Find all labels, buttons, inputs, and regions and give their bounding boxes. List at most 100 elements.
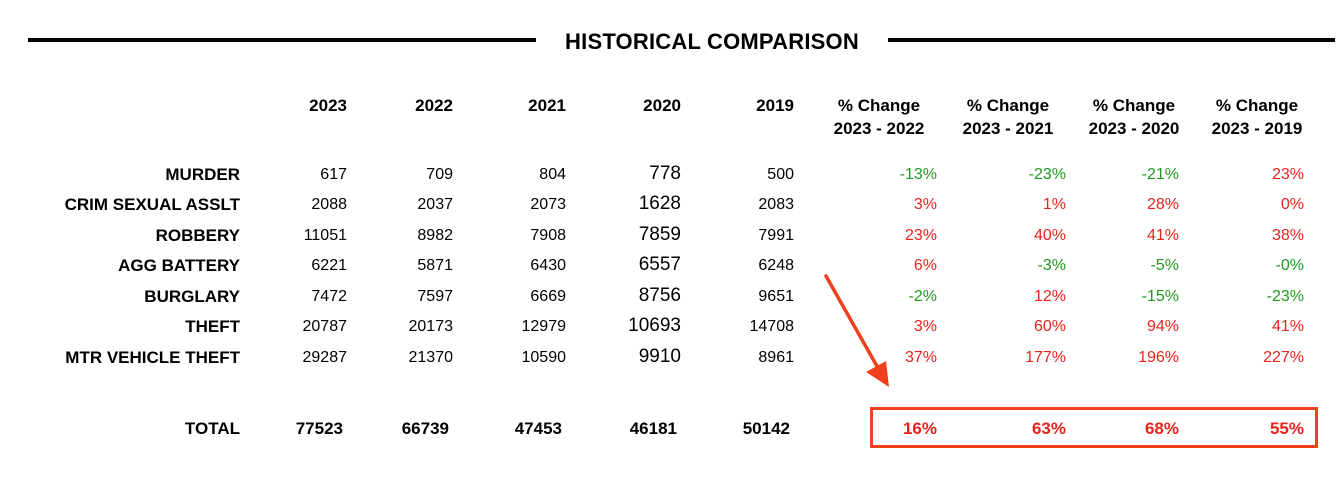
- total-label: TOTAL: [184, 419, 240, 438]
- row-pct-change-cell: -13%: [899, 166, 937, 183]
- row-pct-change-cell: 38%: [1271, 227, 1304, 244]
- header-pct-line1: % Change: [966, 96, 1050, 115]
- row-label: MTR VEHICLE THEFT: [65, 348, 240, 367]
- header-pct-line2: 2023 - 2022: [833, 119, 925, 138]
- row-value-cell: 6430: [530, 257, 566, 274]
- header-pct-line1: % Change: [837, 96, 921, 115]
- total-pct-change-cell: 63%: [1031, 419, 1066, 438]
- row-value-cell: 8756: [638, 285, 681, 306]
- row-value-cell: 500: [767, 166, 794, 183]
- header-pct-change: % Change 2023 - 2019: [1192, 94, 1322, 140]
- header-pct-line1: % Change: [1092, 96, 1176, 115]
- row-value-cell: 2073: [530, 196, 566, 213]
- row-pct-change-cell: 60%: [1033, 318, 1066, 335]
- row-pct-change-cell: 196%: [1138, 349, 1179, 366]
- row-label: ROBBERY: [155, 226, 240, 245]
- header-year-2022: 2022: [415, 96, 453, 115]
- row-value-cell: 617: [320, 166, 347, 183]
- header-year-2019: 2019: [756, 96, 794, 115]
- row-value-cell: 7597: [417, 288, 453, 305]
- row-value-cell: 6221: [311, 257, 347, 274]
- row-value-cell: 2088: [311, 196, 347, 213]
- row-value-cell: 2083: [758, 196, 794, 213]
- total-pct-change-cell: 16%: [902, 419, 937, 438]
- row-value-cell: 8961: [758, 349, 794, 366]
- row-pct-change-cell: -0%: [1275, 257, 1304, 274]
- row-value-cell: 10590: [521, 349, 567, 366]
- row-pct-change-cell: 23%: [1271, 166, 1304, 183]
- row-pct-change-cell: -23%: [1028, 166, 1066, 183]
- row-pct-change-cell: -3%: [1037, 257, 1066, 274]
- total-value-cell: 46181: [629, 419, 677, 438]
- row-value-cell: 804: [539, 166, 566, 183]
- total-pct-change-cell: 55%: [1269, 419, 1304, 438]
- total-value-cell: 66739: [401, 419, 449, 438]
- header-pct-line2: 2023 - 2019: [1211, 119, 1303, 138]
- row-pct-change-cell: 12%: [1033, 288, 1066, 305]
- row-value-cell: 7472: [311, 288, 347, 305]
- row-value-cell: 6669: [530, 288, 566, 305]
- row-value-cell: 29287: [302, 349, 348, 366]
- row-value-cell: 11051: [303, 227, 347, 244]
- row-pct-change-cell: 40%: [1033, 227, 1066, 244]
- row-pct-change-cell: 227%: [1263, 349, 1304, 366]
- header-pct-change: % Change 2023 - 2020: [1069, 94, 1199, 140]
- header-pct-change: % Change 2023 - 2022: [814, 94, 944, 140]
- row-value-cell: 8982: [417, 227, 453, 244]
- row-pct-change-cell: 28%: [1146, 196, 1179, 213]
- row-value-cell: 7908: [530, 227, 566, 244]
- row-pct-change-cell: 3%: [913, 196, 937, 213]
- row-pct-change-cell: -21%: [1141, 166, 1179, 183]
- total-change-highlight-box: [870, 407, 1318, 448]
- row-value-cell: 6557: [638, 254, 681, 275]
- header-year-2020: 2020: [643, 96, 681, 115]
- header-pct-line2: 2023 - 2020: [1088, 119, 1180, 138]
- row-pct-change-cell: 41%: [1146, 227, 1179, 244]
- row-value-cell: 778: [649, 163, 681, 184]
- row-label: THEFT: [185, 317, 240, 336]
- row-label: MURDER: [165, 165, 240, 184]
- row-value-cell: 6248: [758, 257, 794, 274]
- row-value-cell: 10693: [628, 315, 681, 336]
- total-value-cell: 77523: [295, 419, 343, 438]
- row-value-cell: 7859: [638, 224, 681, 245]
- row-pct-change-cell: -5%: [1150, 257, 1179, 274]
- row-pct-change-cell: 23%: [904, 227, 937, 244]
- row-label: BURGLARY: [144, 287, 240, 306]
- row-label: AGG BATTERY: [118, 256, 240, 275]
- row-pct-change-cell: 6%: [913, 257, 937, 274]
- row-pct-change-cell: 177%: [1025, 349, 1066, 366]
- row-pct-change-cell: 37%: [904, 349, 937, 366]
- title-rule-right: [888, 38, 1335, 42]
- row-pct-change-cell: -2%: [908, 288, 937, 305]
- title-rule-left: [28, 38, 536, 42]
- row-value-cell: 7991: [758, 227, 794, 244]
- row-pct-change-cell: 41%: [1271, 318, 1304, 335]
- header-pct-line1: % Change: [1215, 96, 1299, 115]
- row-pct-change-cell: 3%: [913, 318, 937, 335]
- row-pct-change-cell: -15%: [1141, 288, 1179, 305]
- row-value-cell: 1628: [638, 193, 681, 214]
- row-value-cell: 709: [426, 166, 453, 183]
- total-pct-change-cell: 68%: [1144, 419, 1179, 438]
- header-pct-change: % Change 2023 - 2021: [943, 94, 1073, 140]
- row-label: CRIM SEXUAL ASSLT: [64, 195, 240, 214]
- page-title: HISTORICAL COMPARISON: [565, 29, 859, 54]
- row-value-cell: 20173: [408, 318, 454, 335]
- row-value-cell: 5871: [417, 257, 453, 274]
- row-pct-change-cell: 94%: [1146, 318, 1179, 335]
- row-value-cell: 20787: [302, 318, 348, 335]
- header-year-2023: 2023: [309, 96, 347, 115]
- row-value-cell: 21370: [408, 349, 454, 366]
- total-value-cell: 47453: [514, 419, 562, 438]
- row-pct-change-cell: 0%: [1280, 196, 1304, 213]
- row-pct-change-cell: 1%: [1042, 196, 1066, 213]
- row-value-cell: 12979: [521, 318, 567, 335]
- header-pct-line2: 2023 - 2021: [962, 119, 1054, 138]
- row-value-cell: 14708: [749, 318, 795, 335]
- row-value-cell: 9910: [638, 346, 681, 367]
- row-value-cell: 9651: [758, 288, 794, 305]
- total-value-cell: 50142: [742, 419, 790, 438]
- row-value-cell: 2037: [417, 196, 453, 213]
- row-pct-change-cell: -23%: [1266, 288, 1304, 305]
